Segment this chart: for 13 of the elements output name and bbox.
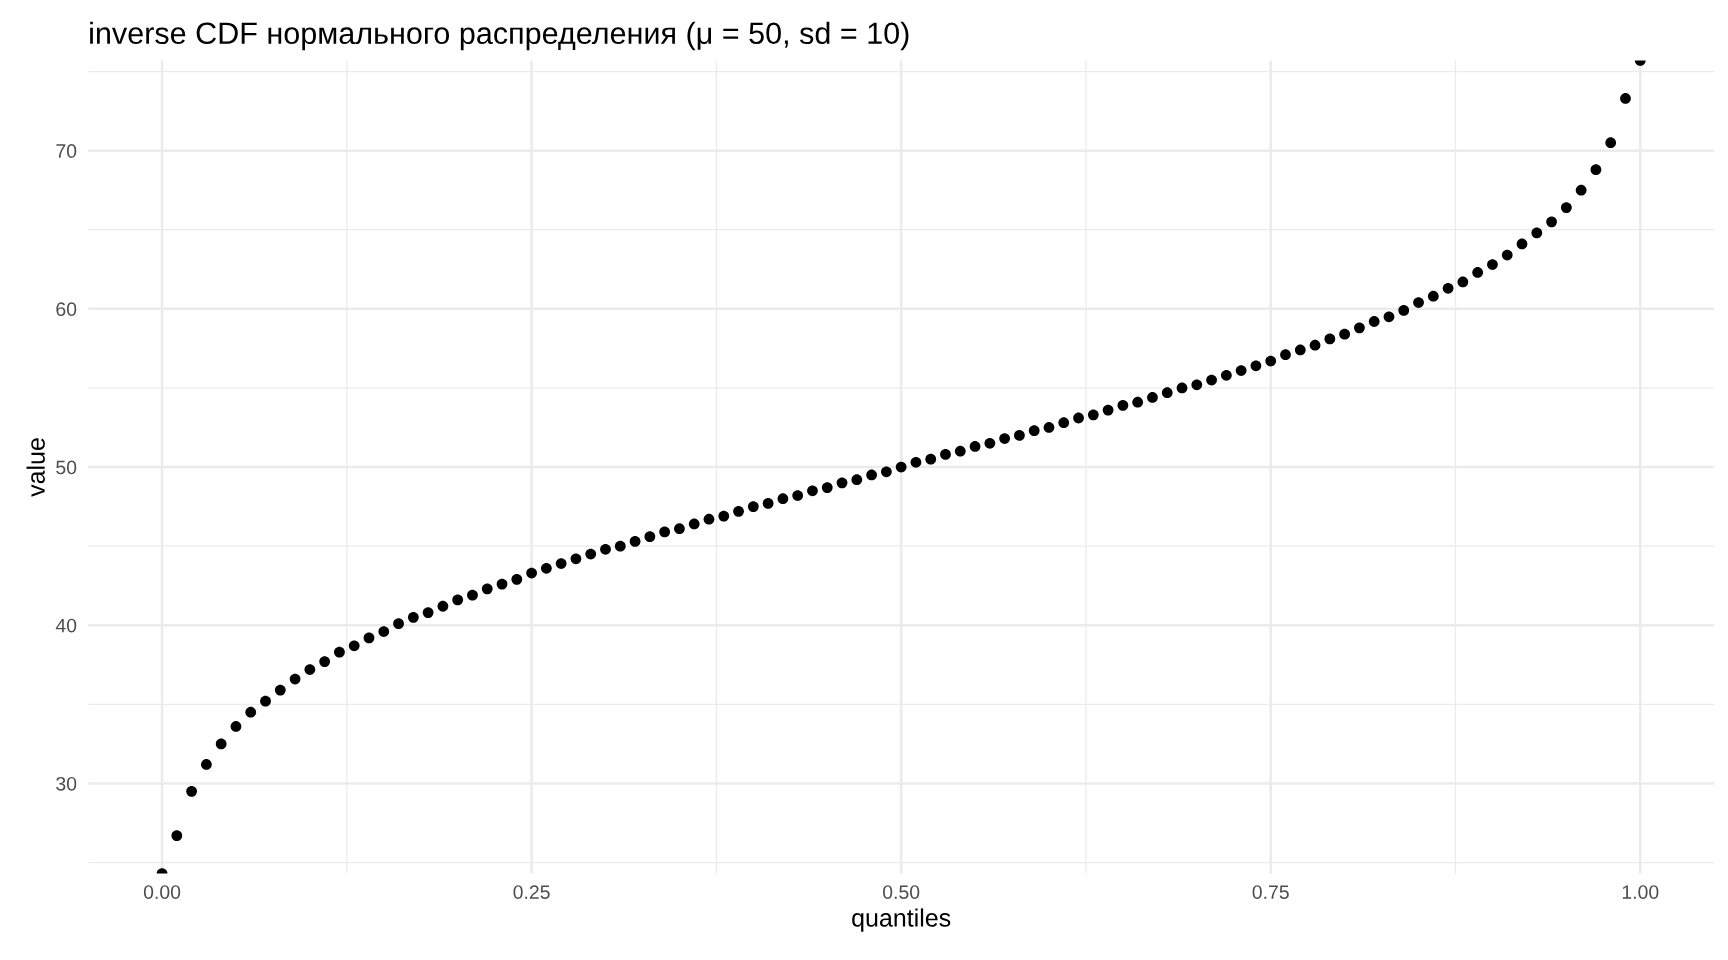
x-tick-label: 0.25: [513, 885, 550, 899]
chart-title: inverse CDF нормального распределения (μ = 50, sd = 10): [90, 21, 909, 51]
x-tick-label: 0.50: [882, 885, 920, 899]
x-tick-label: 0.00: [143, 885, 181, 899]
y-axis-title: value: [26, 438, 45, 497]
y-tick-label: 40: [55, 618, 77, 633]
x-tick-label: 0.75: [1252, 885, 1289, 899]
y-tick-label: 50: [56, 460, 77, 475]
y-tick-label: 60: [56, 302, 77, 317]
x-tick-label: 1.00: [1622, 885, 1659, 899]
y-tick-label: 30: [56, 776, 77, 791]
y-tick-label: 70: [56, 144, 77, 158]
x-axis-title: quantiles: [852, 908, 951, 932]
